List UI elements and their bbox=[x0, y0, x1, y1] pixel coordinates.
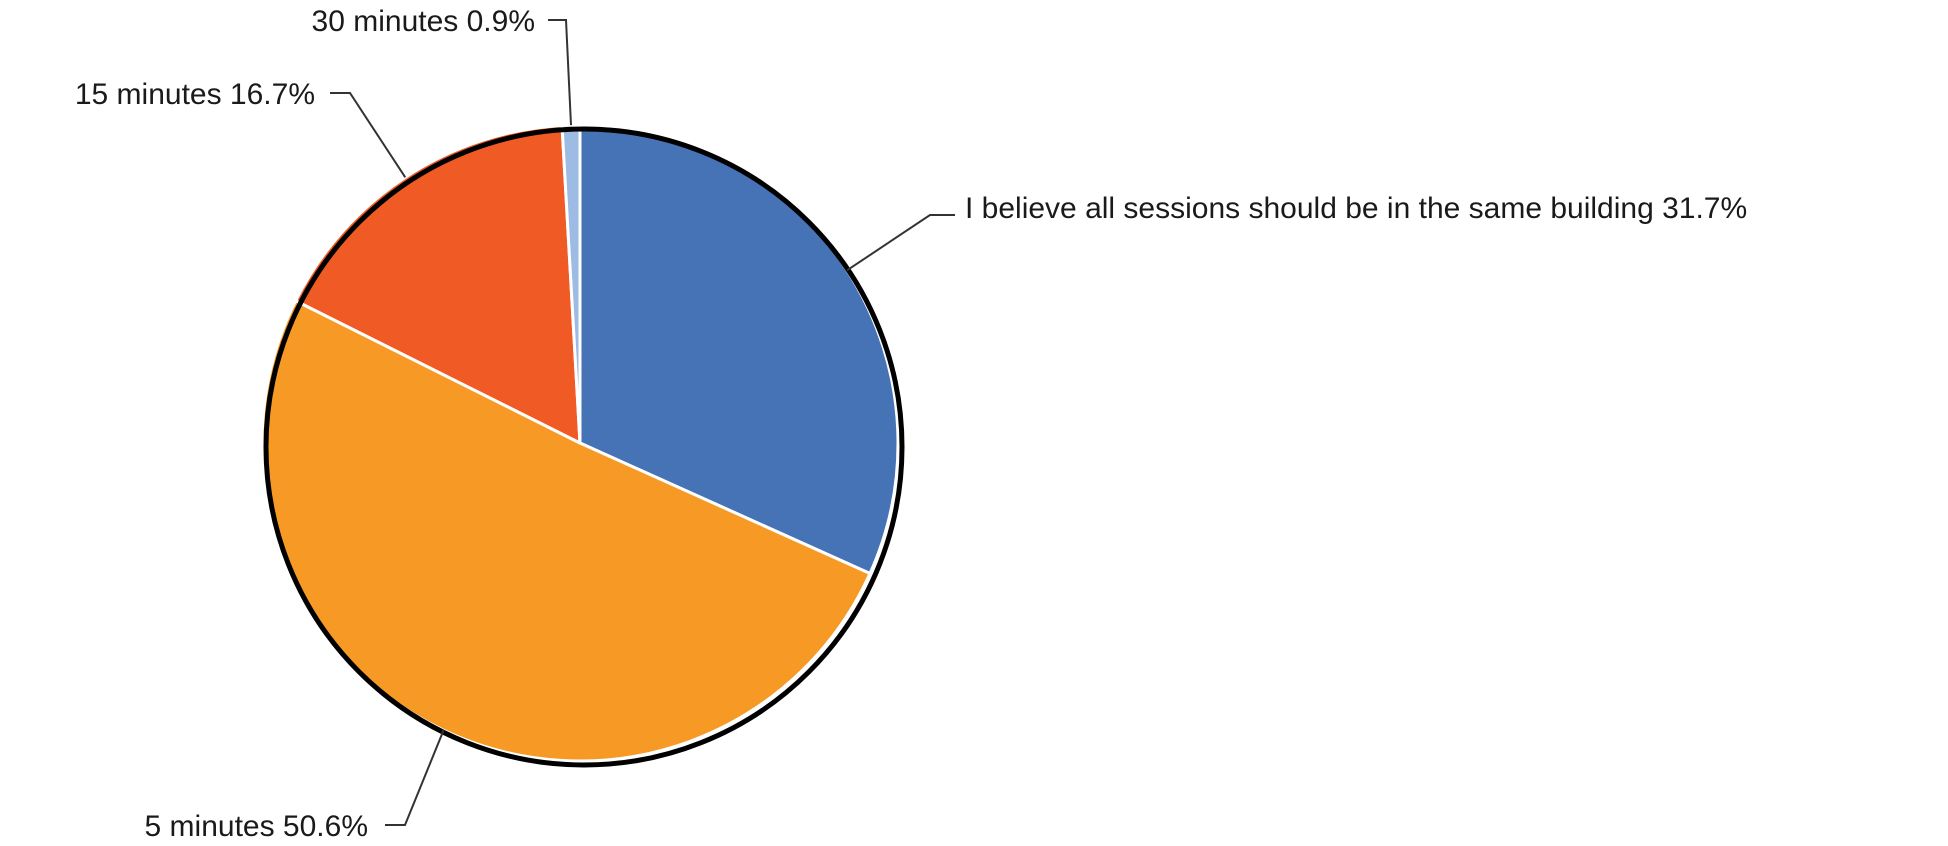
slice-label-15-minutes: 15 minutes 16.7% bbox=[75, 78, 315, 111]
leader-line-15-minutes bbox=[330, 92, 407, 178]
slice-label-5-minutes: 5 minutes 50.6% bbox=[145, 810, 368, 843]
leader-lines bbox=[330, 19, 955, 826]
leader-line-5-minutes bbox=[385, 729, 445, 826]
pie-slices bbox=[260, 123, 900, 763]
pie-outline bbox=[263, 126, 905, 768]
slice-label-same-building: I believe all sessions should be in the … bbox=[965, 192, 1747, 225]
slice-label-30-minutes: 30 minutes 0.9% bbox=[312, 5, 535, 38]
leader-line-same-building bbox=[846, 214, 955, 272]
leader-line-30-minutes bbox=[548, 19, 572, 126]
slice-labels: I believe all sessions should be in the … bbox=[75, 5, 1747, 843]
pie-slice-15-minutes bbox=[293, 123, 582, 446]
